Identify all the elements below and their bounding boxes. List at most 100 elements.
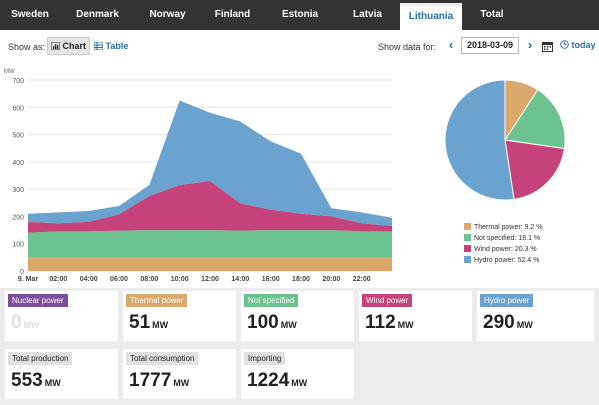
tab-lithuania[interactable]: Lithuania — [400, 3, 462, 30]
importing-unit: MW — [291, 378, 308, 388]
pie-slice — [504, 89, 566, 150]
legend-label: Wind power: 20.3 % — [474, 246, 537, 253]
tab-latvia[interactable]: Latvia — [353, 9, 382, 20]
card-total-production: Total production 553 MW — [5, 349, 118, 399]
tab-estonia[interactable]: Estonia — [281, 9, 319, 20]
hydro-power-unit: MW — [516, 320, 533, 330]
prev-day-button[interactable]: ‹ — [444, 37, 458, 53]
production-area-chart: 700 600 500 400 300 200 100 0 MW 9. Mar 02:00 04:00… — [4, 69, 392, 283]
total-production-number: 553 — [11, 370, 43, 391]
table-view-button[interactable]: Table — [93, 38, 129, 54]
table-view-label: Table — [105, 41, 129, 51]
not-specified-number: 100 — [247, 312, 279, 333]
x-tick-label: 12:00 — [201, 276, 219, 283]
card-total-consumption: Total consumption 1777 MW — [123, 349, 236, 399]
area-series-wind — [28, 180, 392, 233]
tab-total[interactable]: Total — [480, 9, 504, 20]
legend-swatch — [464, 223, 471, 230]
legend-label: Thermal power: 9.2 % — [474, 224, 542, 231]
chevron-left-icon: ‹ — [448, 37, 454, 52]
total-consumption-unit: MW — [173, 378, 190, 388]
legend-label: Not specified: 18.1 % — [474, 235, 540, 242]
importing-number: 1224 — [247, 370, 290, 391]
card-nuclear-power: Nuclear power 0 MW — [5, 291, 118, 341]
legend-swatch — [464, 256, 471, 263]
importing-label: Importing — [244, 352, 286, 365]
hydro-power-value: 290 MW — [483, 312, 533, 334]
y-tick-label: 600 — [12, 105, 24, 112]
x-tick-label: 22:00 — [353, 276, 371, 283]
wind-power-value: 112 MW — [365, 312, 414, 334]
pie-slice — [504, 139, 565, 200]
total-production-unit: MW — [44, 378, 61, 388]
y-tick-label: 100 — [12, 242, 24, 249]
card-wind-power: Wind power 112 MW — [359, 291, 472, 341]
tab-sweden[interactable]: Sweden — [11, 9, 49, 20]
not-specified-unit: MW — [280, 320, 297, 330]
card-not-specified: Not specified 100 MW — [241, 291, 354, 341]
x-tick-label: 16:00 — [262, 276, 280, 283]
card-hydro-power: Hydro power 290 MW — [477, 291, 594, 341]
total-consumption-label: Total consumption — [126, 352, 199, 365]
hydro-power-number: 290 — [483, 312, 515, 333]
tab-finland[interactable]: Finland — [214, 9, 251, 20]
x-tick-label: 02:00 — [49, 276, 67, 283]
today-button[interactable]: today — [560, 40, 596, 50]
x-tick-label: 18:00 — [292, 276, 310, 283]
table-icon — [93, 38, 104, 54]
tab-norway[interactable]: Norway — [149, 9, 186, 20]
area-series-not-specified — [28, 230, 392, 258]
chevron-right-icon: › — [527, 37, 533, 52]
nuclear-power-unit: MW — [23, 320, 40, 330]
thermal-power-value: 51 MW — [129, 312, 168, 334]
x-tick-label: 06:00 — [110, 276, 128, 283]
calendar-icon[interactable] — [542, 39, 553, 57]
y-tick-label: 200 — [12, 214, 24, 221]
y-tick-label: 500 — [12, 133, 24, 140]
y-axis-unit: MW — [4, 69, 15, 75]
date-input[interactable]: 2018-03-09 — [461, 37, 519, 54]
nuclear-power-value: 0 MW — [11, 312, 40, 334]
y-tick-label: 400 — [12, 160, 24, 167]
x-tick-label: 10:00 — [171, 276, 189, 283]
thermal-power-unit: MW — [152, 320, 169, 330]
total-consumption-number: 1777 — [129, 370, 172, 391]
chart-panel: 700 600 500 400 300 200 100 0 MW 9. Mar 02:00 04:00… — [0, 60, 599, 288]
hydro-power-label: Hydro power — [480, 294, 534, 307]
show-as-label: Show as: — [8, 42, 46, 52]
not-specified-value: 100 MW — [247, 312, 297, 334]
x-tick-label: 9. Mar — [18, 276, 39, 283]
area-series-hydro — [28, 100, 392, 226]
x-tick-label: 04:00 — [80, 276, 98, 283]
legend-swatch — [464, 245, 471, 252]
country-tabs: Sweden Denmark Norway Finland Estonia La… — [0, 0, 599, 30]
card-thermal-power: Thermal power 51 MW — [123, 291, 236, 341]
nuclear-power-label: Nuclear power — [8, 294, 68, 307]
pie-slice — [444, 79, 515, 201]
legend-swatch — [464, 234, 471, 241]
card-importing: Importing 1224 MW — [241, 349, 354, 399]
y-tick-label: 300 — [12, 187, 24, 194]
wind-power-label: Wind power — [362, 294, 413, 307]
x-tick-label: 08:00 — [140, 276, 158, 283]
y-tick-label: 700 — [12, 78, 24, 85]
x-tick-label: 14:00 — [231, 276, 249, 283]
chart-view-button[interactable]: Chart — [47, 37, 91, 55]
show-data-for-label: Show data for: — [378, 42, 437, 52]
clock-icon — [560, 40, 569, 50]
area-series-thermal — [28, 257, 392, 271]
x-tick-label: 20:00 — [322, 276, 340, 283]
legend-label: Hydro power: 52.4 % — [474, 257, 539, 264]
thermal-power-label: Thermal power — [126, 294, 188, 307]
not-specified-label: Not specified — [244, 294, 299, 307]
production-pie-chart: Thermal power: 9.2 % Not specified: 18.1 … — [444, 79, 566, 264]
wind-power-number: 112 — [365, 312, 396, 333]
next-day-button[interactable]: › — [523, 37, 537, 53]
importing-value: 1224 MW — [247, 370, 307, 392]
thermal-power-number: 51 — [129, 312, 151, 333]
total-production-value: 553 MW — [11, 370, 61, 392]
tab-denmark[interactable]: Denmark — [76, 9, 119, 20]
bar-chart-icon — [50, 38, 61, 54]
nuclear-power-number: 0 — [11, 312, 22, 333]
wind-power-unit: MW — [397, 320, 414, 330]
